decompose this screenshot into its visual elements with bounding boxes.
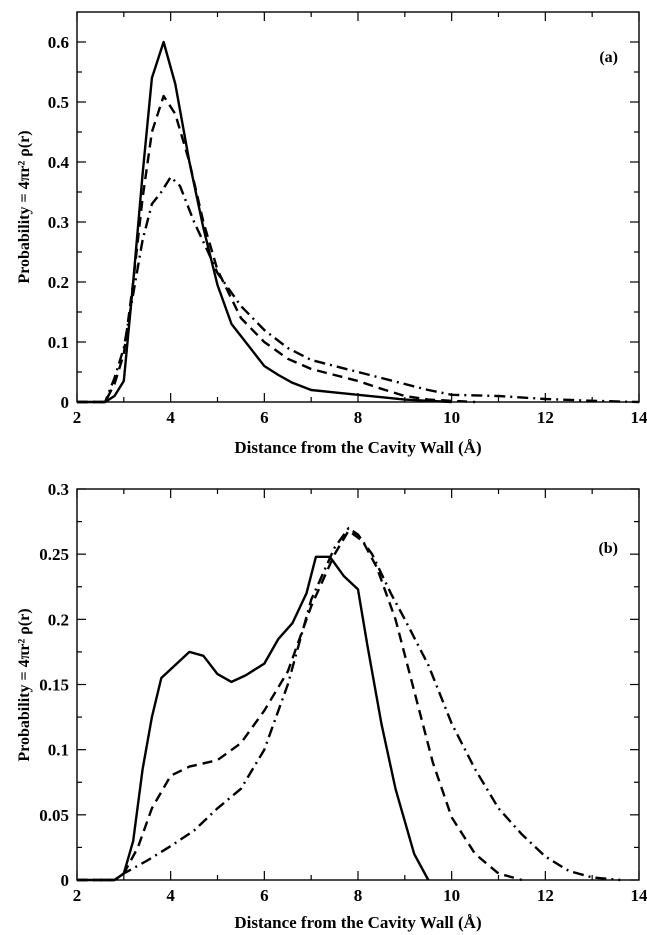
x-tick-label-b: 2	[73, 886, 82, 905]
y-tick-label-b: 0.1	[48, 741, 69, 760]
plot-frame-b	[76, 488, 640, 881]
curves-b	[77, 526, 621, 882]
x-tick-label-b: 14	[631, 886, 647, 905]
panel-label-b: (b)	[598, 540, 618, 557]
y-tick-label-b: 0.3	[48, 480, 69, 499]
x-tick-label-a: 8	[354, 408, 363, 427]
y-tick-label-a: 0.1	[48, 333, 69, 352]
y-tick-label-a: 0	[61, 393, 70, 412]
series-solid-line-a	[77, 40, 452, 404]
y-tick-label-a: 0.3	[48, 213, 69, 232]
x-tick-label-a: 14	[631, 408, 647, 427]
y-tick-label-b: 0.25	[39, 545, 69, 564]
ticks-a: 2 4 6 8 10 12 14 0 0.1 0.2 0.3 0.4 0.5 0.6	[48, 12, 647, 427]
y-tick-label-b: 0.05	[39, 806, 69, 825]
x-tick-label-b: 10	[443, 886, 460, 905]
x-tick-label-b: 6	[260, 886, 269, 905]
chart-panel-a: (a) Distance from the Cavity Wall (Å) Pr…	[16, 11, 647, 457]
x-tick-label-a: 10	[443, 408, 460, 427]
curves-a	[77, 40, 640, 404]
y-tick-label-b: 0.2	[48, 610, 69, 629]
y-tick-label-a: 0.6	[48, 33, 69, 52]
series-dash-dot-line-b	[77, 526, 621, 882]
x-tick-label-a: 4	[166, 408, 175, 427]
series-solid-line-b	[77, 555, 430, 882]
y-tick-label-a: 0.2	[48, 273, 69, 292]
series-dash-dot-line-a	[77, 175, 640, 404]
x-tick-label-b: 4	[166, 886, 175, 905]
x-tick-label-a: 12	[537, 408, 554, 427]
x-tick-label-b: 8	[354, 886, 363, 905]
y-tick-label-b: 0.15	[39, 676, 69, 695]
y-tick-label-a: 0.4	[48, 153, 70, 172]
y-axis-label-b: Probability = 4πr² ρ(r)	[16, 608, 33, 761]
y-axis-label-a: Probability = 4πr² ρ(r)	[16, 130, 33, 283]
ticks-b: 2 4 6 8 10 12 14 0 0.05 0.1 0.15 0.2 0.25 0.3	[39, 480, 647, 905]
x-axis-label-b: Distance from the Cavity Wall (Å)	[234, 913, 481, 932]
x-axis-label-a: Distance from the Cavity Wall (Å)	[234, 438, 481, 457]
x-tick-label-a: 2	[73, 408, 82, 427]
chart-panel-b: (b) Distance from the Cavity Wall (Å) Pr…	[16, 480, 647, 932]
y-tick-label-b: 0	[61, 871, 70, 890]
x-tick-label-a: 6	[260, 408, 269, 427]
x-tick-label-b: 12	[537, 886, 554, 905]
series-dashed-line-b	[77, 529, 523, 882]
series-dashed-line-a	[77, 94, 476, 404]
panel-label-a: (a)	[599, 49, 618, 66]
y-tick-label-a: 0.5	[48, 93, 69, 112]
plot-frame-a	[76, 11, 640, 403]
